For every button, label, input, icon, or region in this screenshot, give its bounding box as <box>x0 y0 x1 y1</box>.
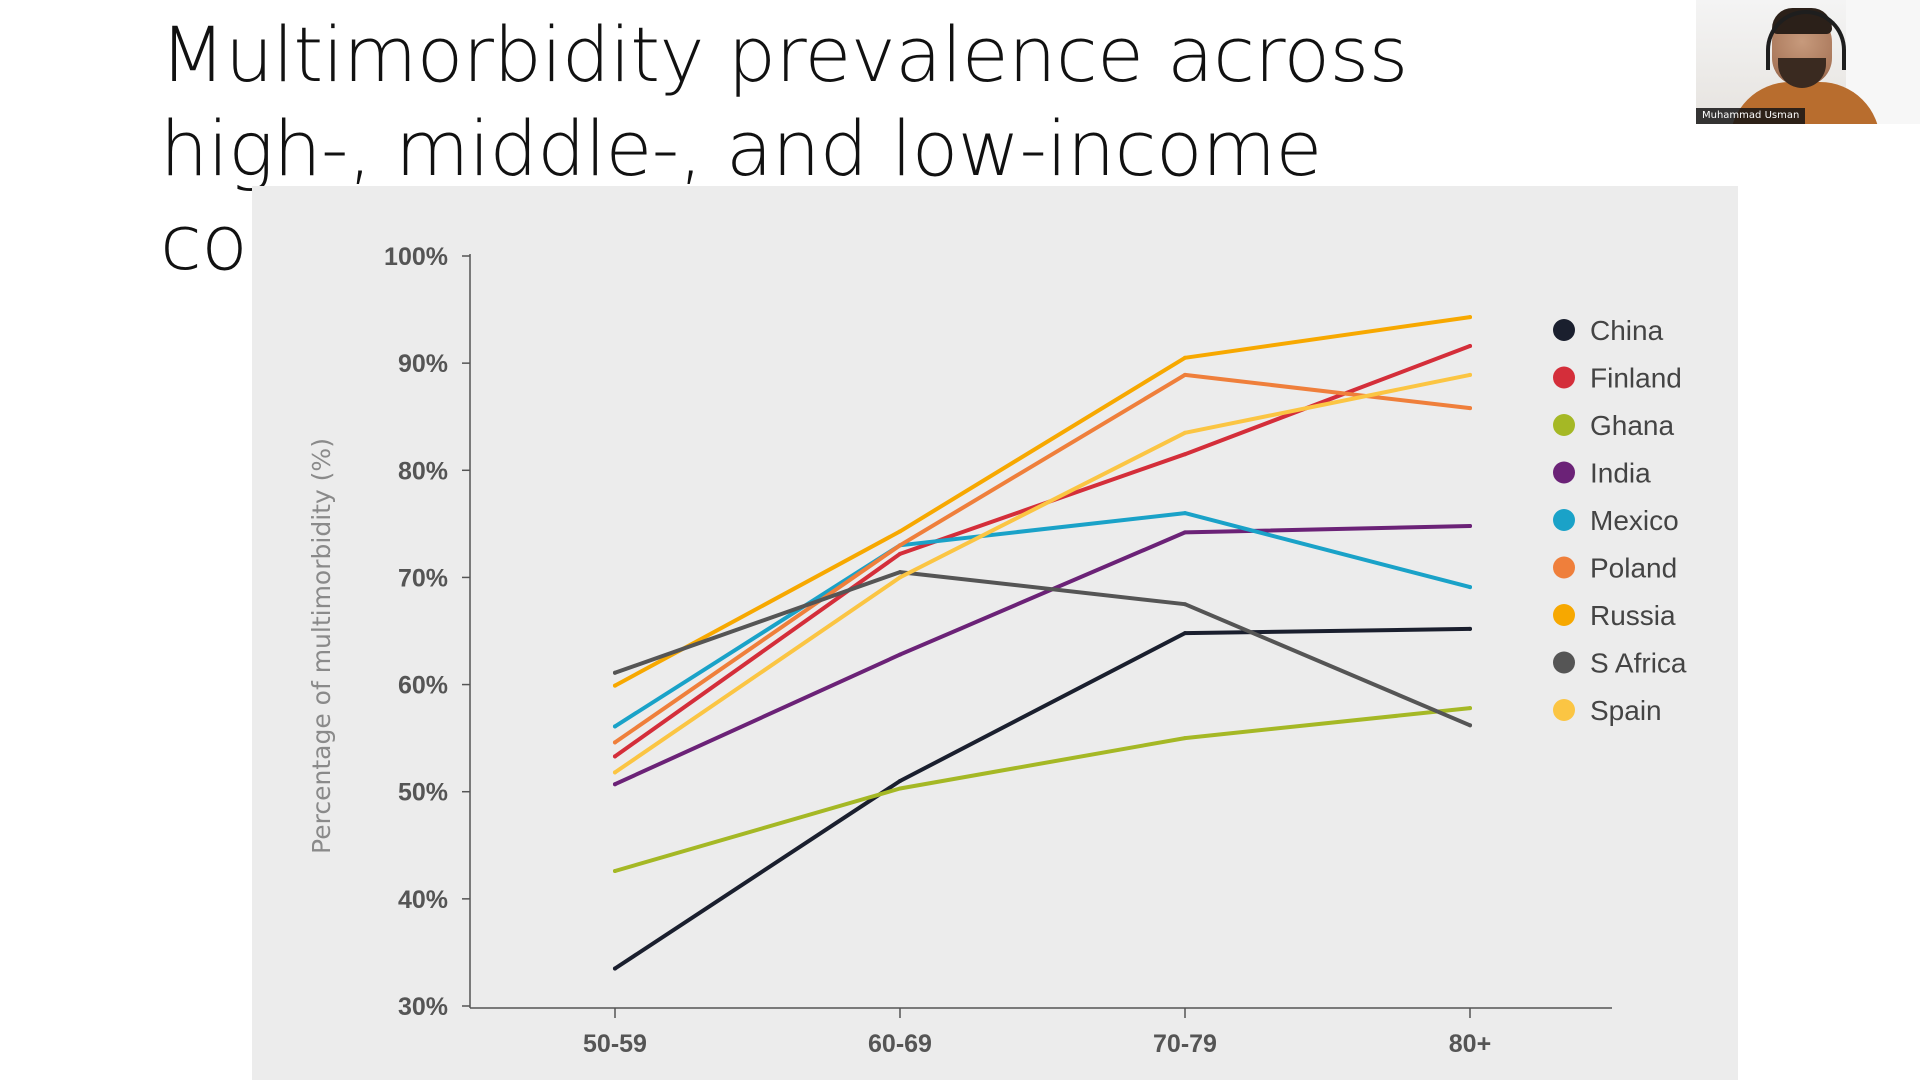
data-point-china <box>613 966 617 971</box>
legend-label: Russia <box>1590 600 1676 631</box>
legend-label: S Africa <box>1590 648 1687 679</box>
slide-title: Multimorbidity prevalence across high-, … <box>160 10 1408 287</box>
data-point-mexico <box>613 724 617 729</box>
data-point-spain <box>1183 430 1187 435</box>
series-line-ghana <box>613 706 1472 873</box>
y-tick-label: 30% <box>398 993 448 1021</box>
legend-label: Spain <box>1590 695 1662 726</box>
series-line-india <box>613 524 1472 787</box>
series-line-mexico <box>613 511 1472 729</box>
legend-label: Poland <box>1590 553 1677 584</box>
series-line-s-africa <box>613 570 1472 728</box>
legend-marker <box>1553 509 1575 531</box>
x-tick-label: 70-79 <box>1153 1030 1217 1058</box>
data-point-spain <box>1468 372 1472 377</box>
data-point-india <box>1468 524 1472 528</box>
series-line-finland <box>613 344 1472 759</box>
data-point-india <box>1183 530 1187 535</box>
data-point-poland <box>1468 406 1472 411</box>
y-tick-label: 60% <box>398 672 448 700</box>
data-point-russia <box>1468 315 1472 320</box>
data-point-finland <box>1183 452 1187 457</box>
legend-label: Finland <box>1590 363 1682 394</box>
data-point-india <box>898 652 902 657</box>
data-point-spain <box>613 770 617 775</box>
participant-video[interactable]: Muhammad Usman <box>1696 0 1920 124</box>
y-axis-title: Percentage of multimorbidity (%) <box>307 438 336 854</box>
headset-icon <box>1766 10 1846 70</box>
y-tick-label: 50% <box>398 779 448 807</box>
series-line-poland <box>613 372 1472 745</box>
data-point-mexico <box>1468 585 1472 590</box>
data-point-poland <box>898 543 902 548</box>
data-point-finland <box>613 754 617 759</box>
legend-label: China <box>1590 315 1664 346</box>
data-point-china <box>898 779 902 783</box>
data-point-ghana <box>898 786 902 791</box>
chart-panel: 30% 40% 50% 60% 70% 80% 90% 100% 50-59 60-69 70-79… <box>252 186 1738 1080</box>
data-point-poland <box>1183 372 1187 377</box>
legend-marker <box>1553 651 1575 674</box>
data-point-ghana <box>1468 706 1472 711</box>
x-tick-label: 80+ <box>1449 1030 1491 1058</box>
legend-marker <box>1553 319 1575 341</box>
legend-label: Ghana <box>1590 410 1674 441</box>
y-tick-label: 90% <box>398 350 448 378</box>
data-point-ghana <box>1183 736 1187 741</box>
y-tick-label: 100% <box>384 243 448 271</box>
data-point-india <box>613 782 617 787</box>
legend-marker <box>1553 699 1575 721</box>
chart-series <box>613 315 1472 971</box>
data-point-s-africa <box>1468 723 1472 728</box>
data-point-mexico <box>1183 511 1187 516</box>
data-point-china <box>1468 626 1472 631</box>
data-point-russia <box>613 683 617 688</box>
x-tick-label: 50-59 <box>583 1030 647 1058</box>
data-point-russia <box>898 529 902 534</box>
participant-name-tag: Muhammad Usman <box>1696 108 1806 124</box>
data-point-ghana <box>613 869 617 873</box>
data-point-s-africa <box>1183 602 1187 607</box>
legend-marker <box>1553 604 1575 626</box>
legend-marker <box>1553 556 1575 579</box>
y-tick-label: 40% <box>398 886 448 914</box>
x-tick-label: 60-69 <box>868 1030 932 1058</box>
data-point-china <box>1183 631 1187 636</box>
legend-label: Mexico <box>1590 505 1679 536</box>
data-point-russia <box>1183 355 1187 360</box>
y-tick-label: 70% <box>398 564 448 592</box>
legend-marker <box>1553 414 1575 436</box>
series-line-spain <box>613 372 1472 775</box>
chart-axes: 30% 40% 50% 60% 70% 80% 90% 100% 50-59 60-69 70-79… <box>307 243 1612 1058</box>
data-point-finland <box>1468 344 1472 348</box>
data-point-finland <box>898 551 902 556</box>
legend-marker <box>1553 461 1575 484</box>
series-line-china <box>613 626 1472 971</box>
data-point-s-africa <box>613 670 617 675</box>
line-chart: 30% 40% 50% 60% 70% 80% 90% 100% 50-59 60-69 70-79… <box>307 243 1687 1058</box>
data-point-spain <box>898 575 902 580</box>
chart-legend: China Finland Ghana India Mexico Poland Russia… <box>1553 315 1687 726</box>
y-tick-label: 80% <box>398 457 448 485</box>
legend-label: India <box>1590 458 1651 489</box>
series-line-russia <box>613 315 1472 688</box>
legend-marker <box>1553 366 1575 389</box>
data-point-poland <box>613 740 617 745</box>
data-point-s-africa <box>898 570 902 575</box>
